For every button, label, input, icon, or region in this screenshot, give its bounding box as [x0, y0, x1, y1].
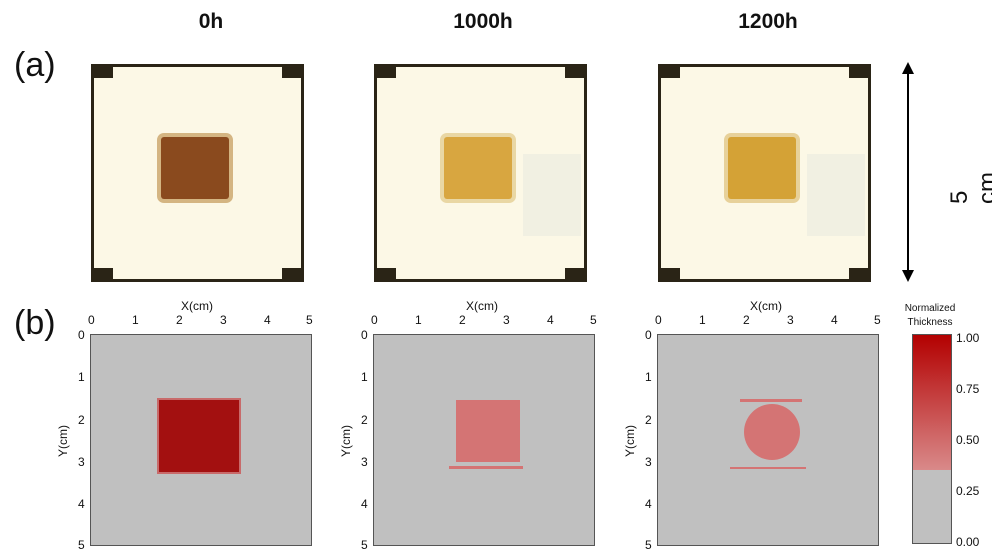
y-tick: 2 — [361, 413, 368, 427]
y-tick: 2 — [645, 413, 652, 427]
colorbar-tick: 0.50 — [956, 433, 980, 447]
photo-0h — [91, 64, 304, 282]
y-tick: 1 — [78, 370, 85, 384]
x-tick: 1 — [699, 313, 706, 327]
y-tick: 0 — [645, 328, 652, 342]
thickness-map-0h — [90, 334, 312, 546]
column-title-1000h: 1000h — [453, 10, 513, 33]
thickness-map-1200h — [657, 334, 879, 546]
y-tick: 5 — [78, 538, 85, 552]
y-tick: 0 — [78, 328, 85, 342]
y-tick: 5 — [361, 538, 368, 552]
colorbar-tick: 0.75 — [956, 382, 980, 396]
y-tick: 4 — [645, 497, 652, 511]
y-tick: 1 — [361, 370, 368, 384]
x-tick: 5 — [306, 313, 313, 327]
column-title-1200h: 1200h — [738, 10, 798, 33]
y-tick: 2 — [78, 413, 85, 427]
film-region-1000h — [456, 400, 520, 462]
photo-1000h — [374, 64, 587, 282]
y-tick: 1 — [645, 370, 652, 384]
film-region-1200h — [744, 404, 800, 460]
y-axis-title-1000h: Y(cm) — [339, 425, 353, 457]
x-tick: 5 — [874, 313, 881, 327]
film-edge-top-1200h — [740, 399, 802, 402]
perovskite-pad-0h — [161, 137, 229, 199]
x-tick: 3 — [220, 313, 227, 327]
y-axis-title-1200h: Y(cm) — [623, 425, 637, 457]
x-tick: 1 — [132, 313, 139, 327]
panel-label-a: (a) — [14, 46, 56, 84]
y-tick: 4 — [361, 497, 368, 511]
colorbar-tick: 0.25 — [956, 484, 980, 498]
scale-bar-arrow — [902, 62, 914, 282]
x-axis-title-0h: X(cm) — [181, 299, 213, 313]
x-tick: 4 — [264, 313, 271, 327]
scale-bar-label: 5 cm — [946, 172, 992, 204]
x-tick: 0 — [655, 313, 662, 327]
photo-1200h — [658, 64, 871, 282]
x-tick: 2 — [176, 313, 183, 327]
x-tick: 0 — [371, 313, 378, 327]
y-tick: 3 — [645, 455, 652, 469]
y-tick: 0 — [361, 328, 368, 342]
x-axis-title-1000h: X(cm) — [466, 299, 498, 313]
perovskite-pad-1200h — [728, 137, 796, 199]
y-tick: 4 — [78, 497, 85, 511]
film-edge-bottom-1200h — [730, 467, 806, 469]
x-axis-title-1200h: X(cm) — [750, 299, 782, 313]
x-tick: 1 — [415, 313, 422, 327]
colorbar-tick: 0.00 — [956, 535, 980, 549]
x-tick: 5 — [590, 313, 597, 327]
y-tick: 3 — [78, 455, 85, 469]
panel-label-b: (b) — [14, 304, 56, 342]
perovskite-pad-1000h — [444, 137, 512, 199]
x-tick: 3 — [787, 313, 794, 327]
x-tick: 0 — [88, 313, 95, 327]
colorbar-tick: 1.00 — [956, 331, 980, 345]
x-tick: 3 — [503, 313, 510, 327]
film-region-0h — [159, 400, 239, 472]
thickness-map-1000h — [373, 334, 595, 546]
x-tick: 2 — [459, 313, 466, 327]
film-edge-1000h — [449, 466, 523, 469]
x-tick: 2 — [743, 313, 750, 327]
x-tick: 4 — [547, 313, 554, 327]
x-tick: 4 — [831, 313, 838, 327]
y-axis-title-0h: Y(cm) — [56, 425, 70, 457]
colorbar-title-line2: Thickness — [907, 317, 953, 328]
column-title-0h: 0h — [198, 10, 224, 33]
y-tick: 3 — [361, 455, 368, 469]
colorbar — [912, 334, 952, 544]
y-tick: 5 — [645, 538, 652, 552]
colorbar-title-line1: Normalized — [904, 303, 956, 314]
